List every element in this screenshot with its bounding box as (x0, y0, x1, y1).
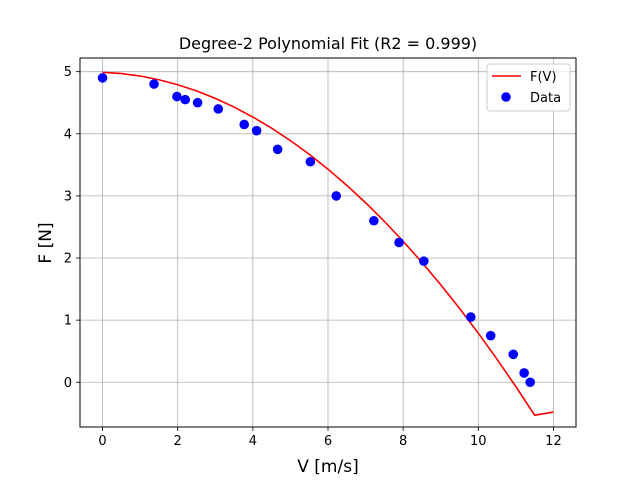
x-tick-label: 6 (324, 434, 332, 449)
data-point (331, 191, 342, 201)
x-tick-label: 8 (399, 434, 407, 449)
legend-label-data: Data (530, 91, 561, 106)
data-point (508, 349, 519, 360)
x-tick-label: 10 (470, 434, 487, 449)
y-tick-label: 4 (64, 127, 72, 142)
data-point (465, 312, 476, 322)
data-point (172, 91, 182, 102)
data-point (192, 97, 203, 108)
data-point (519, 368, 529, 378)
x-tick-label: 0 (98, 434, 106, 449)
legend-marker-swatch (501, 92, 511, 102)
data-point (485, 330, 496, 341)
x-axis-label: V [m/s] (297, 457, 358, 477)
legend: F(V) Data (486, 63, 571, 112)
data-point (525, 377, 535, 388)
grid (80, 58, 576, 427)
data-point (369, 215, 379, 226)
data-point (180, 94, 191, 105)
data-point (272, 144, 283, 155)
y-tick-label: 1 (64, 314, 72, 329)
x-tick-label: 2 (174, 434, 182, 449)
legend-label-fit: F(V) (530, 70, 557, 85)
fit-curve-line (102, 71, 554, 417)
data-point (251, 125, 262, 136)
y-tick-label: 0 (64, 376, 72, 391)
y-axis-label: F [N] (36, 222, 56, 263)
data-point (394, 237, 404, 248)
y-tick-label: 2 (64, 252, 72, 267)
data-point (239, 119, 250, 130)
y-tick-label: 3 (64, 189, 72, 204)
y-tick-label: 5 (64, 65, 72, 80)
chart-title: Degree-2 Polynomial Fit (R2 = 0.999) (179, 34, 477, 53)
data-point (305, 156, 316, 167)
data-point (97, 73, 108, 83)
data-point (149, 79, 159, 89)
data-point (213, 104, 224, 114)
x-tick-label: 12 (545, 434, 562, 449)
data-point (419, 256, 429, 266)
x-tick-label: 4 (249, 434, 257, 449)
plot-area (97, 71, 554, 417)
